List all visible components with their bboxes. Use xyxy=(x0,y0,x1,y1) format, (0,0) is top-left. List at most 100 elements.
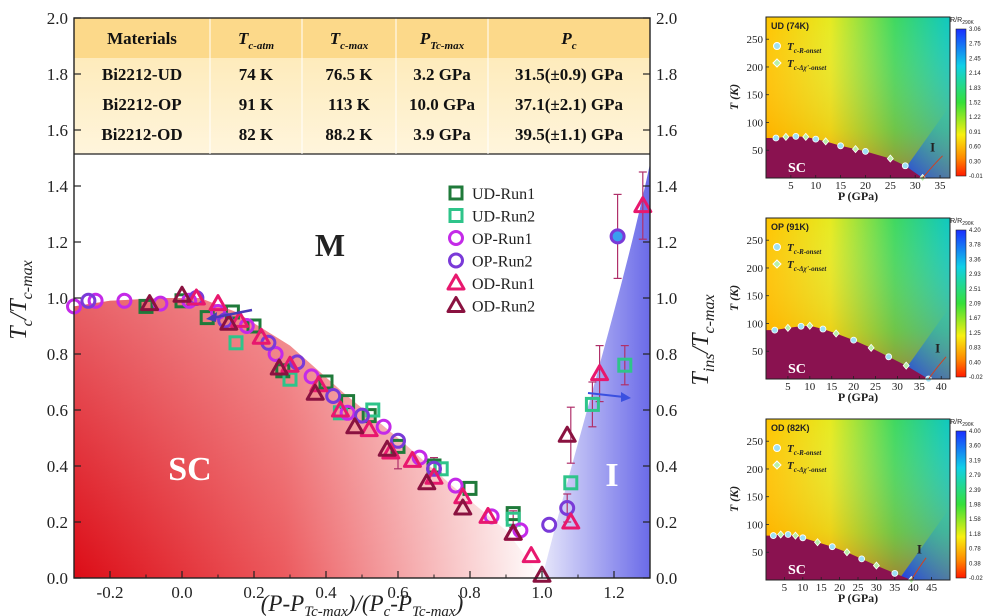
table-cell: 91 K xyxy=(239,95,274,114)
legend-marker-op-run2 xyxy=(448,252,464,269)
tc-chi-onset-point xyxy=(777,530,785,539)
colorbar-tick-label: 2.93 xyxy=(969,272,981,278)
tc-chi-onset-point xyxy=(851,145,860,154)
tc-r-onset-point xyxy=(771,326,779,334)
data-point-op-run2 xyxy=(390,432,406,449)
data-point-od-run2 xyxy=(345,417,365,435)
colorbar-tick-label: 0.78 xyxy=(969,547,981,553)
panel-y-tick-label: 100 xyxy=(747,519,764,531)
panel-y-tick-label: 100 xyxy=(747,117,764,129)
colorbar-tick-label: 4.20 xyxy=(969,228,981,234)
colorbar-tick-label: -0.02 xyxy=(969,576,983,582)
data-point-od-run1 xyxy=(561,512,581,530)
panel-tag: OD (82K) xyxy=(771,423,810,433)
data-point-od-run1 xyxy=(359,420,379,438)
panel-x-tick-label: 25 xyxy=(853,582,865,594)
data-point-op-run1 xyxy=(267,346,284,362)
colorbar-title: R/R290K xyxy=(950,419,974,428)
table-header-tc-max: Tc-max xyxy=(330,29,369,52)
materials-table: Materials Tc-atm Tc-max PTc-max Pc Bi221… xyxy=(74,18,650,155)
data-point-op-run2 xyxy=(80,292,97,309)
sc-dome xyxy=(766,534,912,580)
panel-frame xyxy=(765,217,951,380)
colorbar-tick-label: 1.52 xyxy=(969,101,981,107)
panel-x-tick-label: 25 xyxy=(885,180,897,192)
tc-chi-onset-point xyxy=(843,548,851,557)
data-point-od-run1 xyxy=(478,506,498,524)
panel-x-tick-label: 45 xyxy=(926,582,938,594)
panel-y-label: T (K) xyxy=(727,84,741,110)
panel-legend-label: Tc-R-onset xyxy=(787,41,822,55)
arrow-right xyxy=(587,392,631,402)
table-cell: Bi2212-OP xyxy=(102,95,181,114)
colorbar-tick-label: 1.18 xyxy=(969,532,981,538)
tc-r-onset-point xyxy=(799,534,807,542)
data-point-od-run1 xyxy=(381,442,401,460)
colorbar-tick-label: 2.75 xyxy=(969,42,981,48)
colorbar-tick-label: 4.00 xyxy=(969,429,981,435)
data-point-od-run1 xyxy=(251,327,271,345)
table-cell: 76.5 K xyxy=(325,65,373,84)
panel-x-label: P (GPa) xyxy=(838,189,878,203)
data-point-od-run2 xyxy=(377,439,397,457)
panel-legend-marker xyxy=(773,444,781,452)
panel-x-tick-label: 40 xyxy=(936,381,948,393)
colorbar-tick-label: 1.22 xyxy=(969,115,981,121)
y-tick-label: 1.6 xyxy=(47,121,68,140)
tc-chi-onset-point xyxy=(784,323,792,333)
tc-r-onset-point xyxy=(797,322,805,330)
panel-x-tick-label: 15 xyxy=(816,582,828,594)
colorbar-tick-label: 2.51 xyxy=(969,287,981,293)
colorbar-tick-label: 3.06 xyxy=(969,27,981,33)
panel-y-tick-label: 200 xyxy=(747,263,764,275)
panel-tag: OP (91K) xyxy=(771,222,809,232)
tc-chi-onset-point xyxy=(806,321,814,330)
colorbar-tick-label: 1.83 xyxy=(969,86,981,92)
data-point-op-run1 xyxy=(339,404,356,421)
panel-legend-marker xyxy=(773,42,781,50)
table-cell: 82 K xyxy=(239,125,274,144)
panel-y-tick-label: 50 xyxy=(752,145,764,157)
panel-legend-marker xyxy=(773,243,781,251)
colorbar-title: R/R290K xyxy=(950,218,974,227)
data-point-od-run2 xyxy=(503,523,523,541)
tc-chi-onset-point xyxy=(902,361,910,370)
x-tick-label: 0.0 xyxy=(171,583,192,602)
data-point-od-run1 xyxy=(521,546,541,564)
table-cell: 10.0 GPa xyxy=(409,95,476,114)
x-tick-label: 0.6 xyxy=(387,583,408,602)
colorbar-tick-label: 1.58 xyxy=(969,517,981,523)
table-cell: Bi2212-UD xyxy=(102,65,182,84)
tc-chi-onset-point xyxy=(822,137,830,146)
panel-legend-marker xyxy=(772,460,782,470)
main-marks xyxy=(66,171,653,583)
data-point-op-run2 xyxy=(354,407,370,424)
panel-od: OD (82K) SC I Tc-R-onset Tc-Δχ'-onset 5 10 15 20… xyxy=(727,418,983,605)
panel-x-tick-label: 15 xyxy=(826,381,838,393)
colorbar xyxy=(955,28,967,177)
panel-sc-label: SC xyxy=(788,563,806,578)
panel-legend-label: Tc-Δχ'-onset xyxy=(787,259,827,273)
colorbar-tick-label: 3.78 xyxy=(969,243,981,249)
y-tick-label: 1.4 xyxy=(47,177,69,196)
tc-chi-onset-point xyxy=(791,531,799,540)
panel-x-tick-label: 30 xyxy=(871,582,883,594)
panel-tag: UD (74K) xyxy=(771,21,809,31)
panel-x-tick-label: 20 xyxy=(834,582,846,594)
tc-r-onset-point xyxy=(891,569,899,577)
panel-sc-label: SC xyxy=(788,161,806,176)
legend-label: OP-Run1 xyxy=(472,231,532,248)
panel-op: OP (91K) SC I Tc-R-onset Tc-Δχ'-onset 5 10 15 20… xyxy=(727,217,983,404)
x-tick-label: 1.0 xyxy=(531,583,552,602)
legend-marker-ud-run1 xyxy=(448,185,464,201)
tc-chi-onset-point xyxy=(813,538,822,547)
tc-r-onset-point xyxy=(784,531,792,538)
panel-y-tick-label: 100 xyxy=(747,318,764,330)
table-header-band xyxy=(74,18,650,58)
y-tick-label: 1.2 xyxy=(47,233,68,252)
data-point-ud-run2 xyxy=(228,335,244,351)
colorbar-tick-label: 3.19 xyxy=(969,458,981,464)
x-tick-label: 1.2 xyxy=(603,583,624,602)
x-axis-label: (P-PTc-max)/(Pc-PTc-max) xyxy=(261,591,463,616)
